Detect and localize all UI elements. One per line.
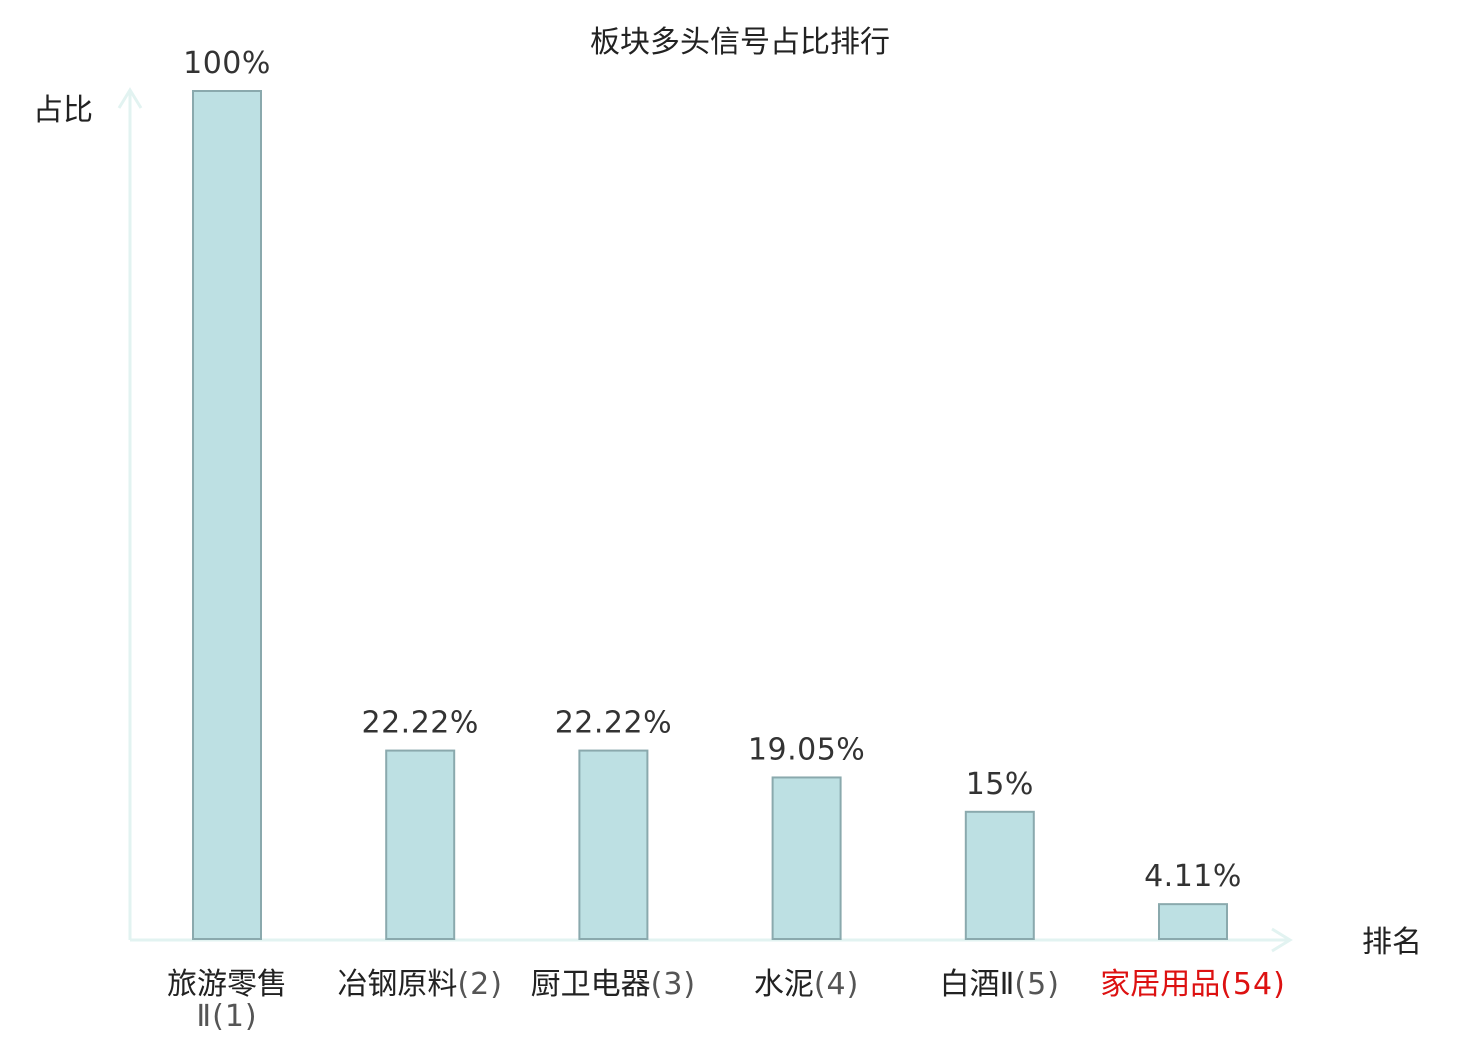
bar-3 bbox=[578, 749, 649, 940]
category-labels-group: 旅游零售 Ⅱ(1) 冶钢原料(2) 厨卫电器(3) 水泥(4) 白酒Ⅱ(5) 家居用品(54… bbox=[167, 967, 1286, 1034]
tick-label-5: 白酒Ⅱ(5) bbox=[940, 967, 1060, 1002]
y-axis-label: 占比 bbox=[33, 93, 93, 128]
tick-label-3: 厨卫电器(3) bbox=[531, 967, 697, 1002]
chart-title: 板块多头信号占比排行 bbox=[590, 25, 890, 60]
data-label-3: 22.22% bbox=[555, 706, 672, 741]
tick-label-4: 水泥(4) bbox=[754, 967, 860, 1002]
tick-label-1: 旅游零售 Ⅱ(1) bbox=[167, 967, 287, 1034]
data-label-6: 4.11% bbox=[1144, 859, 1242, 894]
tick-label-2: 冶钢原料(2) bbox=[337, 967, 503, 1002]
bar-1 bbox=[192, 90, 262, 940]
data-label-2: 22.22% bbox=[362, 706, 479, 741]
x-axis-label: 排名 bbox=[1362, 925, 1422, 960]
tick-label-6: 家居用品(54) bbox=[1100, 967, 1286, 1002]
bar-4 bbox=[771, 776, 842, 940]
bar-6 bbox=[1158, 903, 1228, 941]
x-axis bbox=[130, 927, 1293, 953]
y-axis bbox=[117, 87, 143, 940]
bars-group bbox=[192, 90, 1228, 941]
data-label-4: 19.05% bbox=[748, 732, 865, 767]
bar-2 bbox=[385, 749, 456, 940]
value-labels-group: 100% 22.22% 22.22% 19.05% 15% 4.11% bbox=[183, 46, 1242, 894]
data-label-1: 100% bbox=[183, 46, 271, 81]
bar-5 bbox=[964, 810, 1035, 940]
data-label-5: 15% bbox=[966, 767, 1034, 802]
